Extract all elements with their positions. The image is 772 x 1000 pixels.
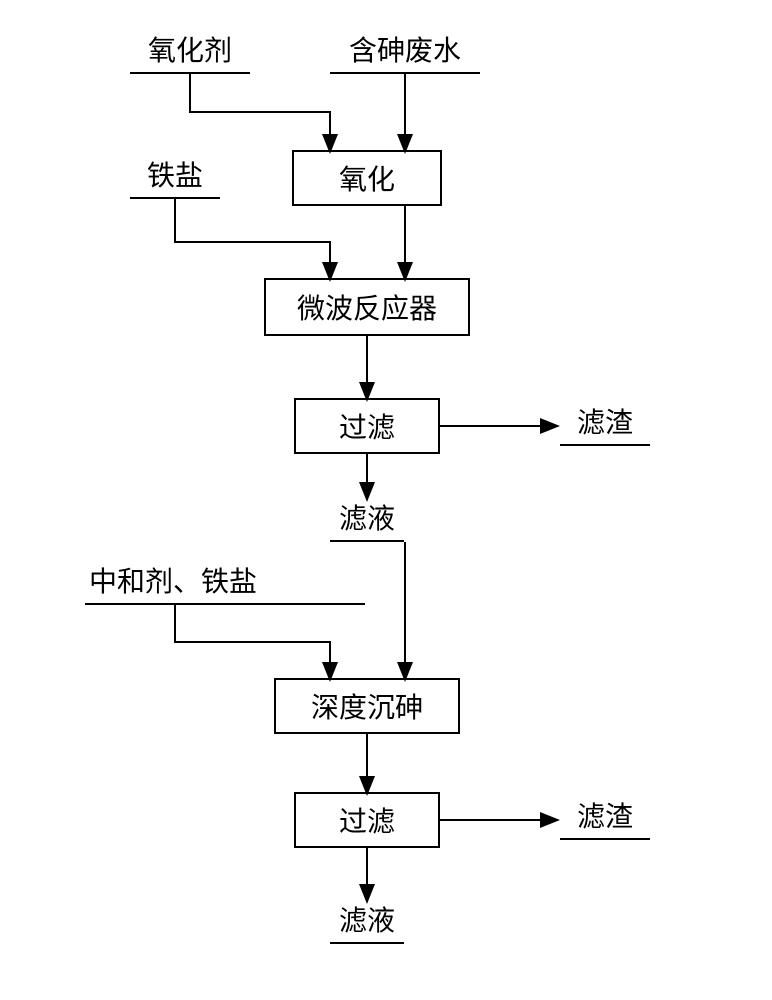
edge-3 — [175, 199, 330, 278]
node-process_filter1: 过滤 — [294, 398, 440, 454]
node-process_deep: 深度沉砷 — [274, 678, 460, 734]
node-process_oxidation: 氧化 — [292, 150, 442, 206]
node-input_wastewater: 含砷废水 — [330, 30, 480, 74]
node-process_microwave: 微波反应器 — [264, 278, 470, 336]
node-output_filtrate: 滤液 — [330, 900, 404, 944]
node-process_filter2: 过滤 — [294, 792, 440, 848]
edge-8 — [175, 605, 330, 678]
node-output_residue2: 滤渣 — [560, 796, 650, 840]
node-input_neutral: 中和剂、铁盐 — [85, 561, 365, 605]
node-input_ironsalt: 铁盐 — [130, 155, 220, 199]
node-mid_filtrate: 滤液 — [330, 498, 404, 542]
flowchart-canvas: 氧化剂含砷废水氧化铁盐微波反应器过滤滤渣滤液中和剂、铁盐深度沉砷过滤滤渣滤液 — [0, 0, 772, 1000]
node-input_oxidant: 氧化剂 — [130, 30, 250, 74]
edge-1 — [190, 74, 330, 150]
node-output_residue1: 滤渣 — [560, 402, 650, 446]
